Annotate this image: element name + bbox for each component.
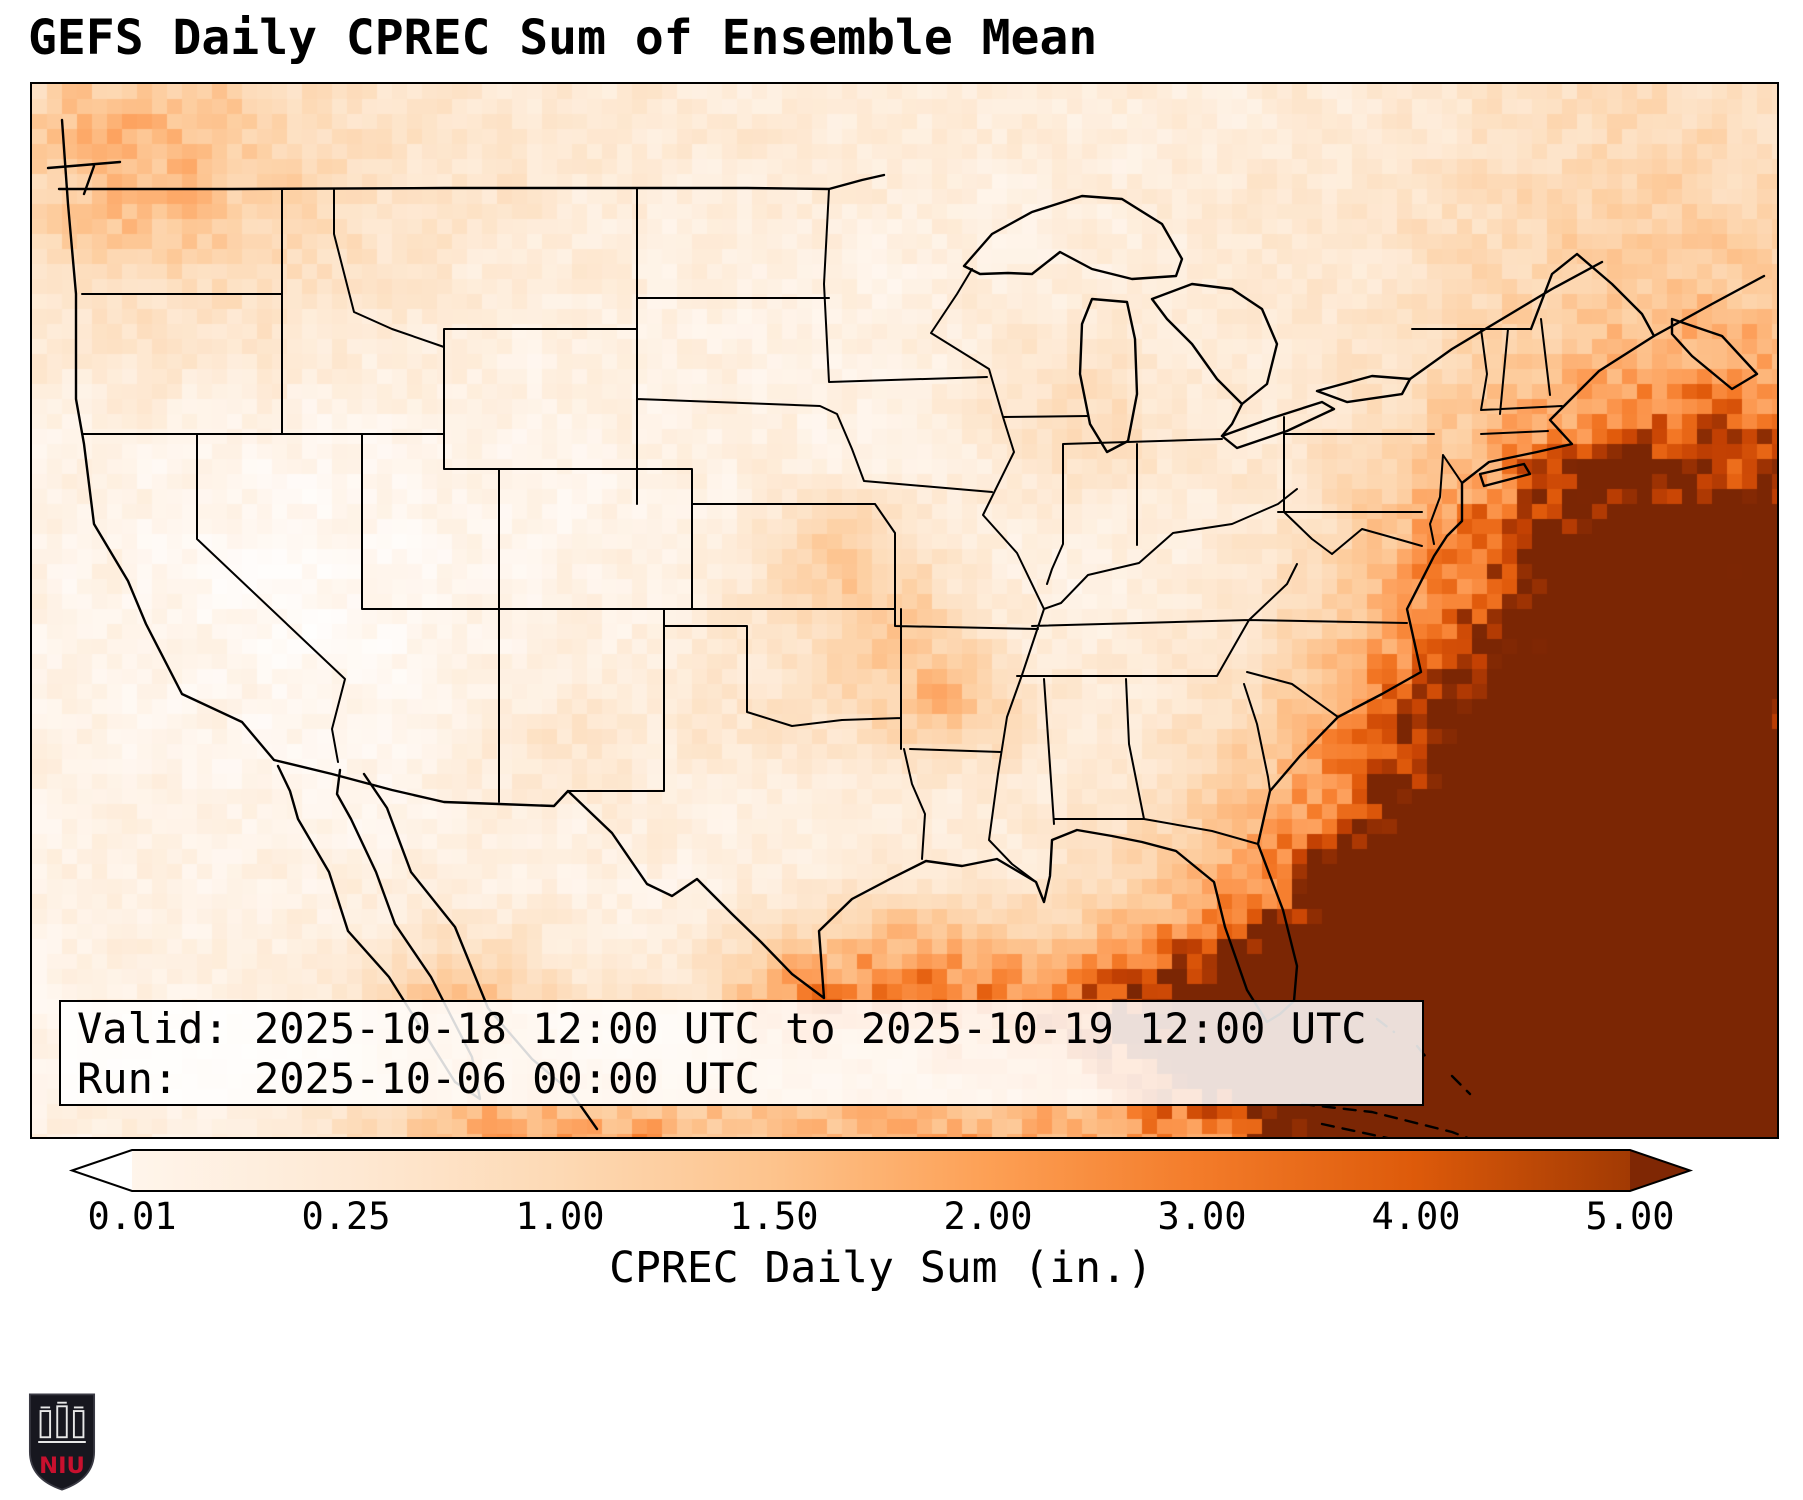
state-boundaries-layer [81,188,1563,883]
colorbar-tick-7: 5.00 [1585,1195,1675,1238]
colorbar-tick-5: 3.00 [1157,1195,1247,1238]
canada-border [57,173,886,191]
geography-outline-layer [46,118,1766,1137]
colorbar-gradient-bar [68,1149,1694,1192]
colorbar-tick-6: 4.00 [1371,1195,1461,1238]
colorbar-tick-4: 2.00 [943,1195,1033,1238]
page-title: GEFS Daily CPREC Sum of Ensemble Mean [28,10,1098,66]
lake-ontario [1315,374,1412,404]
precipitation-heatmap [32,84,1777,1137]
colorbar-under-arrow [72,1150,132,1191]
niu-castle-icon [38,1401,86,1443]
lake-erie [1220,400,1336,450]
colorbar-tick-1: 0.25 [301,1195,391,1238]
niu-logo: NIU [28,1393,96,1491]
colorbar: 0.01 0.25 1.00 1.50 2.00 3.00 4.00 5.00 [0,1147,1803,1238]
map-panel: Valid: 2025-10-18 12:00 UTC to 2025-10-1… [30,82,1779,1139]
colorbar-tick-0: 0.01 [87,1195,177,1238]
valid-time-text: Valid: 2025-10-18 12:00 UTC to 2025-10-1… [77,1004,1367,1053]
lake-superior [962,194,1184,281]
colorbar-over-arrow [1630,1150,1690,1191]
lake-michigan [1078,297,1139,454]
nova-scotia [1670,317,1759,391]
niu-logo-text: NIU [39,1453,85,1479]
colorbar-body [132,1150,1630,1191]
long-island [1478,462,1532,488]
coastline-layer [46,118,1766,1131]
lake-huron [1150,282,1279,406]
detroit-river [1220,402,1244,438]
st-lawrence-river [1408,260,1604,381]
coast-conus [60,118,1766,1024]
run-time-text: Run: 2025-10-06 00:00 UTC [77,1054,760,1103]
cuba-coast [1300,1102,1469,1137]
valid-run-info-box: Valid: 2025-10-18 12:00 UTC to 2025-10-1… [59,1000,1424,1106]
strait-juan-de-fuca [46,160,122,196]
colorbar-tick-3: 1.50 [729,1195,819,1238]
maine-canada-border [1529,252,1656,338]
colorbar-tick-2: 1.00 [515,1195,605,1238]
colorbar-outline [68,1149,1694,1192]
colorbar-axis-label: CPREC Daily Sum (in.) [609,1243,1153,1293]
